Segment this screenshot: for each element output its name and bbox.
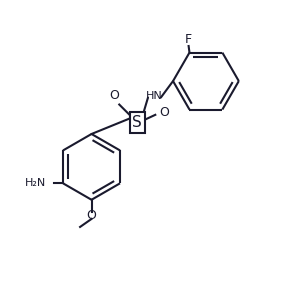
Text: O: O — [110, 90, 120, 103]
Text: S: S — [132, 115, 142, 130]
Text: O: O — [87, 209, 96, 222]
Text: O: O — [159, 106, 169, 119]
Text: HN: HN — [146, 90, 163, 101]
Text: F: F — [185, 33, 192, 46]
Text: H₂N: H₂N — [25, 178, 46, 188]
